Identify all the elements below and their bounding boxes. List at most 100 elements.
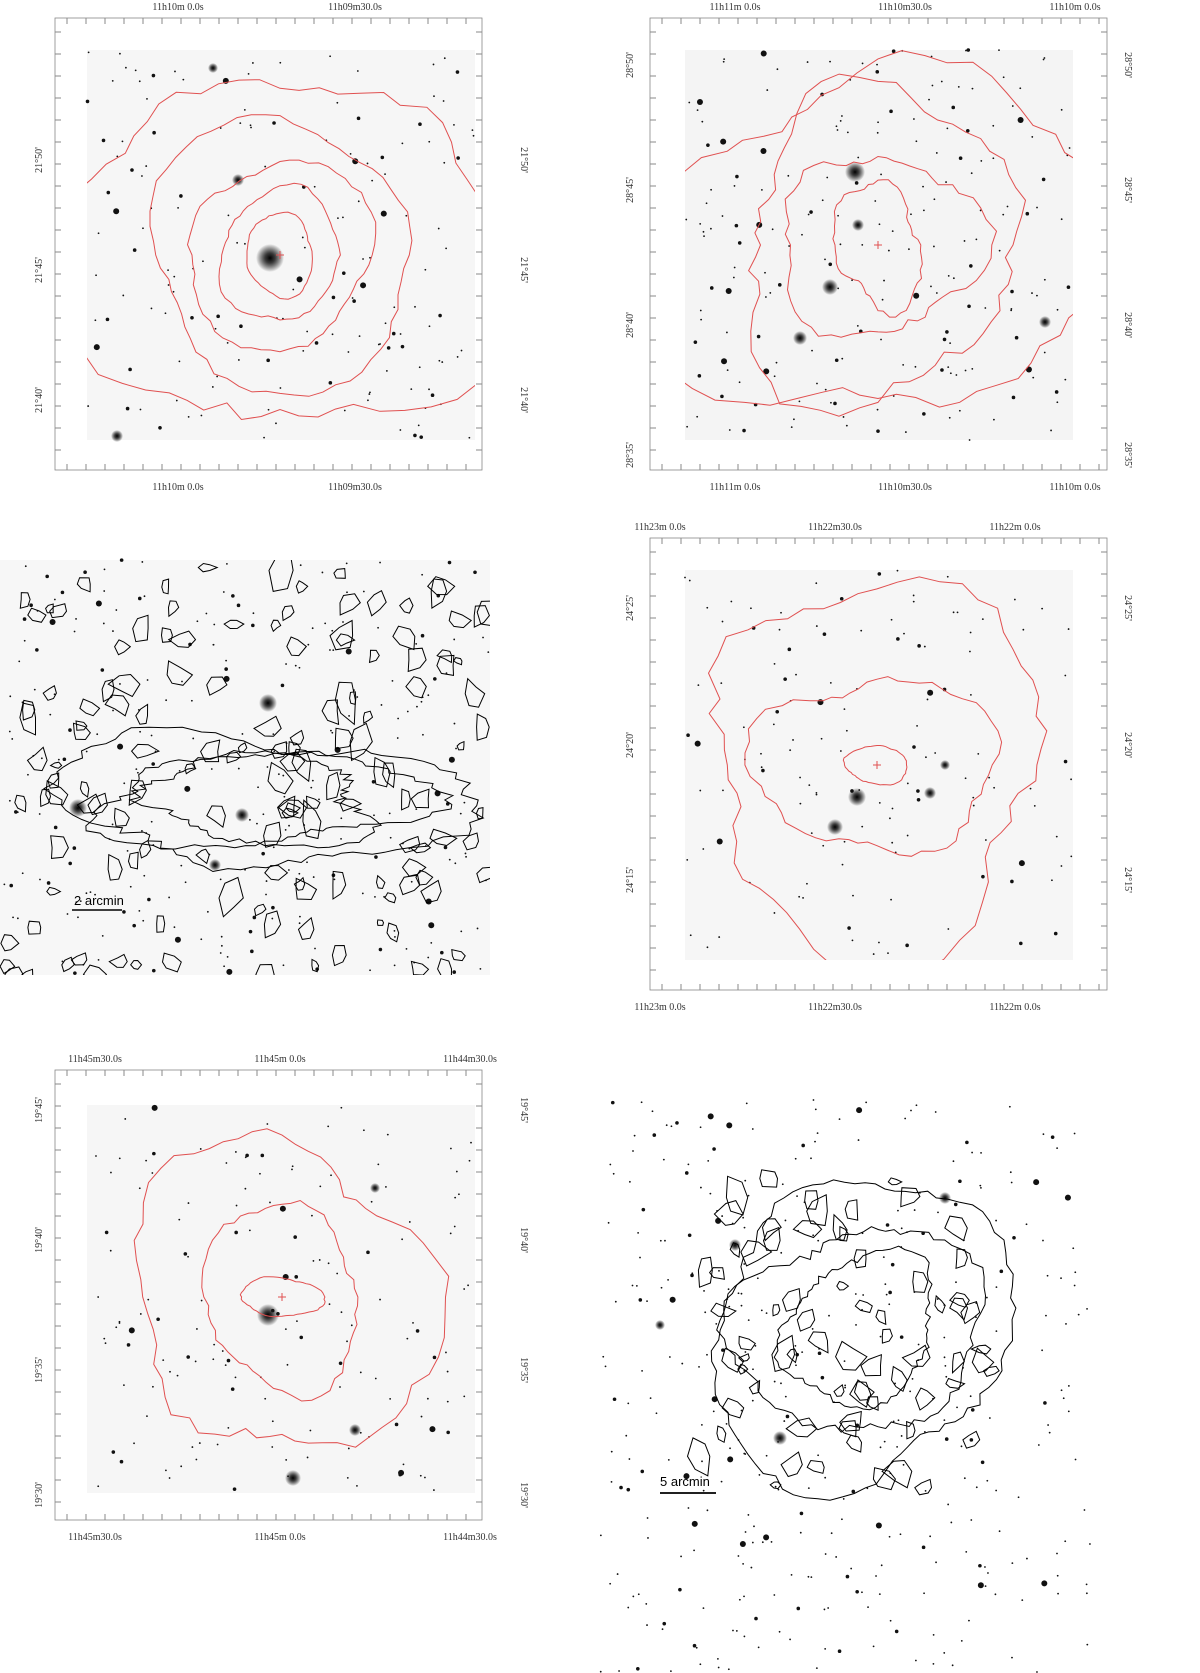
star: [773, 662, 776, 665]
star: [933, 198, 936, 201]
star: [1025, 211, 1030, 216]
star: [111, 79, 114, 82]
star: [1073, 1132, 1076, 1135]
star: [420, 633, 425, 638]
top-label: 11h22m 0.0s: [989, 522, 1040, 533]
galaxy: [939, 1192, 951, 1204]
star: [943, 1336, 946, 1339]
star: [721, 1348, 725, 1352]
star: [370, 1200, 373, 1203]
contour: [934, 1294, 946, 1314]
star: [443, 161, 446, 164]
star: [793, 418, 795, 421]
star: [226, 562, 228, 565]
star: [875, 1575, 877, 1577]
star: [964, 777, 967, 780]
star: [329, 55, 332, 58]
star: [136, 771, 139, 774]
star: [1017, 117, 1024, 124]
star: [721, 620, 724, 623]
star: [906, 834, 909, 837]
star: [288, 824, 290, 827]
star: [1006, 205, 1009, 208]
right-label: 21°45': [518, 257, 529, 283]
star: [97, 232, 100, 235]
star: [721, 1215, 724, 1217]
star: [296, 276, 303, 283]
star: [700, 1424, 703, 1426]
contour: [716, 1425, 727, 1444]
star: [995, 1330, 998, 1333]
star: [393, 929, 396, 932]
star: [106, 190, 111, 195]
right-label: 19°40': [518, 1227, 529, 1253]
star: [389, 1397, 392, 1400]
star: [139, 1313, 142, 1315]
star: [95, 1155, 97, 1157]
contour: [47, 772, 60, 789]
star: [211, 386, 214, 388]
star: [777, 283, 782, 287]
star: [812, 1099, 815, 1101]
top-label: 11h45m30.0s: [68, 1054, 122, 1065]
star: [137, 596, 142, 601]
star: [448, 858, 451, 861]
star: [844, 1384, 847, 1387]
star: [391, 331, 396, 336]
star: [306, 861, 308, 864]
star: [29, 603, 33, 607]
star: [336, 101, 339, 104]
star: [891, 807, 894, 810]
star: [89, 891, 92, 894]
star: [824, 258, 826, 261]
center-cross: [874, 241, 882, 249]
star: [119, 1459, 124, 1464]
star: [667, 1458, 670, 1461]
star: [416, 705, 418, 708]
contour: [376, 919, 385, 926]
star: [934, 752, 937, 754]
star: [398, 1469, 405, 1476]
star: [1042, 1239, 1044, 1242]
star: [932, 1662, 935, 1665]
star: [328, 381, 333, 385]
star: [747, 1514, 750, 1516]
star: [878, 1593, 881, 1596]
star: [693, 340, 698, 344]
contour: [838, 1420, 857, 1438]
star: [97, 958, 100, 961]
star: [706, 606, 709, 609]
star: [984, 1585, 987, 1588]
star: [321, 571, 324, 574]
left-label: 24°20': [625, 732, 636, 758]
star: [760, 148, 767, 155]
star: [735, 174, 739, 179]
contour: [339, 593, 361, 616]
contour: [293, 876, 306, 891]
right-label: 24°15': [1122, 867, 1133, 893]
star: [908, 248, 910, 251]
star: [24, 565, 27, 568]
star: [394, 936, 396, 938]
star: [732, 1629, 734, 1632]
star: [980, 1460, 985, 1465]
star: [912, 745, 916, 749]
star: [1014, 335, 1019, 340]
contour: [707, 576, 1048, 960]
star: [876, 63, 878, 66]
star: [970, 1408, 975, 1412]
contour: [104, 694, 130, 717]
star: [966, 48, 971, 52]
contour: [872, 1467, 896, 1491]
star: [468, 436, 471, 439]
star: [889, 109, 893, 114]
star: [715, 1217, 722, 1224]
contour: [971, 1347, 995, 1374]
star: [405, 214, 408, 217]
star: [424, 268, 427, 271]
star: [843, 708, 846, 711]
star: [646, 1300, 648, 1303]
star: [87, 51, 90, 54]
contour: [268, 560, 294, 592]
star: [219, 878, 222, 881]
